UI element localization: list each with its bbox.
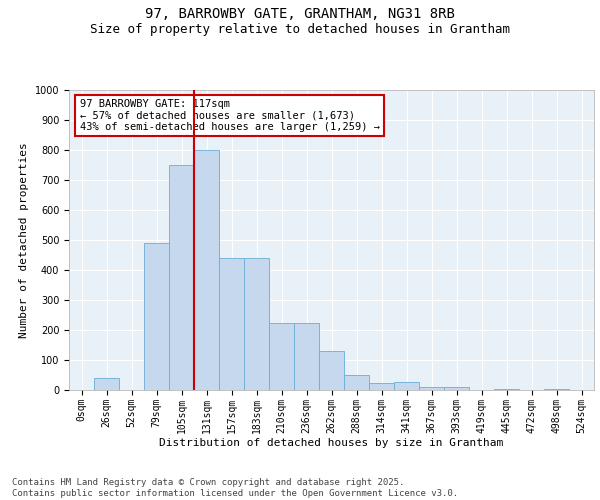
X-axis label: Distribution of detached houses by size in Grantham: Distribution of detached houses by size … xyxy=(160,438,503,448)
Bar xyxy=(294,322,319,390)
Bar xyxy=(94,378,119,390)
Bar xyxy=(494,388,519,390)
Y-axis label: Number of detached properties: Number of detached properties xyxy=(19,142,29,338)
Bar xyxy=(394,382,419,390)
Bar xyxy=(444,387,469,390)
Text: Size of property relative to detached houses in Grantham: Size of property relative to detached ho… xyxy=(90,22,510,36)
Bar xyxy=(219,258,244,390)
Bar xyxy=(419,387,444,390)
Bar xyxy=(194,150,219,390)
Text: Contains HM Land Registry data © Crown copyright and database right 2025.
Contai: Contains HM Land Registry data © Crown c… xyxy=(12,478,458,498)
Text: 97, BARROWBY GATE, GRANTHAM, NG31 8RB: 97, BARROWBY GATE, GRANTHAM, NG31 8RB xyxy=(145,8,455,22)
Bar xyxy=(369,382,394,390)
Bar xyxy=(344,375,369,390)
Bar xyxy=(169,165,194,390)
Bar xyxy=(544,388,569,390)
Bar xyxy=(269,322,294,390)
Bar xyxy=(244,258,269,390)
Bar xyxy=(144,243,169,390)
Bar xyxy=(319,351,344,390)
Text: 97 BARROWBY GATE: 117sqm
← 57% of detached houses are smaller (1,673)
43% of sem: 97 BARROWBY GATE: 117sqm ← 57% of detach… xyxy=(79,99,380,132)
